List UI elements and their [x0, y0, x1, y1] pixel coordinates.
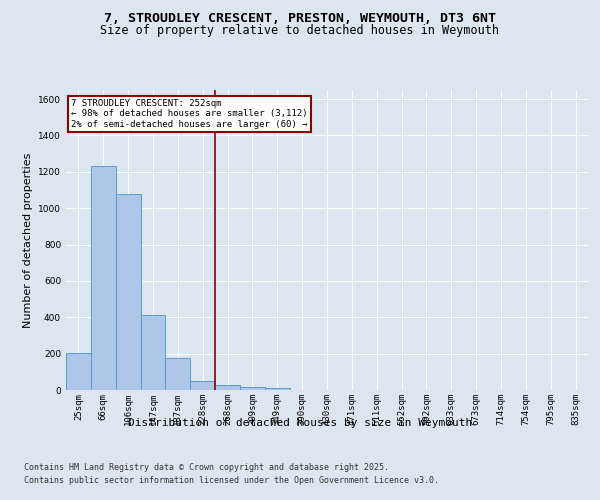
Text: Contains public sector information licensed under the Open Government Licence v3: Contains public sector information licen…: [24, 476, 439, 485]
Bar: [166, 358, 190, 390]
Bar: [265, 388, 290, 390]
Bar: [66, 352, 91, 390]
Bar: [116, 194, 140, 390]
Y-axis label: Number of detached properties: Number of detached properties: [23, 152, 32, 328]
Bar: [140, 314, 166, 390]
Text: 7, STROUDLEY CRESCENT, PRESTON, WEYMOUTH, DT3 6NT: 7, STROUDLEY CRESCENT, PRESTON, WEYMOUTH…: [104, 12, 496, 26]
Bar: [240, 386, 265, 390]
Bar: [190, 382, 215, 390]
Text: Distribution of detached houses by size in Weymouth: Distribution of detached houses by size …: [128, 418, 472, 428]
Text: 7 STROUDLEY CRESCENT: 252sqm
← 98% of detached houses are smaller (3,112)
2% of : 7 STROUDLEY CRESCENT: 252sqm ← 98% of de…: [71, 99, 308, 129]
Text: Contains HM Land Registry data © Crown copyright and database right 2025.: Contains HM Land Registry data © Crown c…: [24, 462, 389, 471]
Bar: [91, 166, 116, 390]
Bar: [215, 385, 240, 390]
Text: Size of property relative to detached houses in Weymouth: Size of property relative to detached ho…: [101, 24, 499, 37]
